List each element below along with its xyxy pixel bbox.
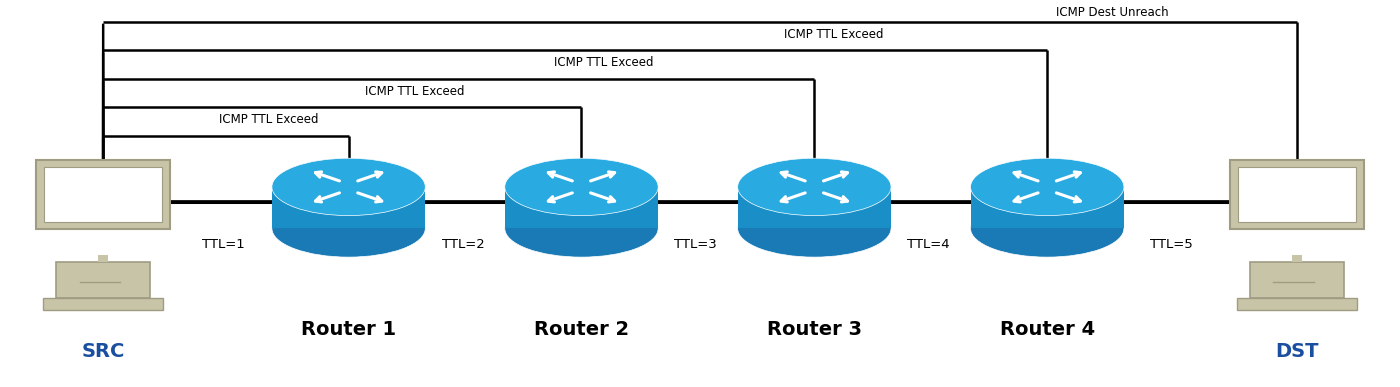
FancyBboxPatch shape xyxy=(1236,298,1357,310)
Text: TTL=2: TTL=2 xyxy=(441,238,484,251)
FancyBboxPatch shape xyxy=(970,187,1124,228)
Ellipse shape xyxy=(505,158,658,216)
FancyBboxPatch shape xyxy=(43,298,164,310)
Text: ICMP TTL Exceed: ICMP TTL Exceed xyxy=(365,85,465,98)
Text: TTL=1: TTL=1 xyxy=(202,238,245,251)
FancyBboxPatch shape xyxy=(505,187,658,228)
FancyBboxPatch shape xyxy=(1292,255,1302,262)
Text: DST: DST xyxy=(1275,342,1319,361)
Ellipse shape xyxy=(505,200,658,257)
FancyBboxPatch shape xyxy=(1238,167,1355,222)
Text: Router 4: Router 4 xyxy=(1000,320,1095,339)
Text: Router 2: Router 2 xyxy=(533,320,629,339)
Text: ICMP TTL Exceed: ICMP TTL Exceed xyxy=(784,28,883,41)
Text: Router 1: Router 1 xyxy=(301,320,396,339)
FancyBboxPatch shape xyxy=(738,187,890,228)
Ellipse shape xyxy=(970,200,1124,257)
Text: Router 3: Router 3 xyxy=(767,320,862,339)
Text: ICMP Dest Unreach: ICMP Dest Unreach xyxy=(1056,6,1168,19)
FancyBboxPatch shape xyxy=(272,187,426,228)
Ellipse shape xyxy=(970,158,1124,216)
FancyBboxPatch shape xyxy=(98,255,108,262)
Text: SRC: SRC xyxy=(81,342,125,361)
Text: TTL=3: TTL=3 xyxy=(675,238,717,251)
FancyBboxPatch shape xyxy=(45,167,162,222)
Ellipse shape xyxy=(738,158,890,216)
FancyBboxPatch shape xyxy=(1229,160,1364,229)
Ellipse shape xyxy=(738,200,890,257)
FancyBboxPatch shape xyxy=(56,262,150,298)
FancyBboxPatch shape xyxy=(1250,262,1344,298)
Text: TTL=4: TTL=4 xyxy=(907,238,951,251)
Ellipse shape xyxy=(272,200,426,257)
Text: ICMP TTL Exceed: ICMP TTL Exceed xyxy=(553,56,652,69)
Text: TTL=5: TTL=5 xyxy=(1149,238,1193,251)
FancyBboxPatch shape xyxy=(36,160,171,229)
Text: ICMP TTL Exceed: ICMP TTL Exceed xyxy=(218,113,318,126)
Ellipse shape xyxy=(272,158,426,216)
